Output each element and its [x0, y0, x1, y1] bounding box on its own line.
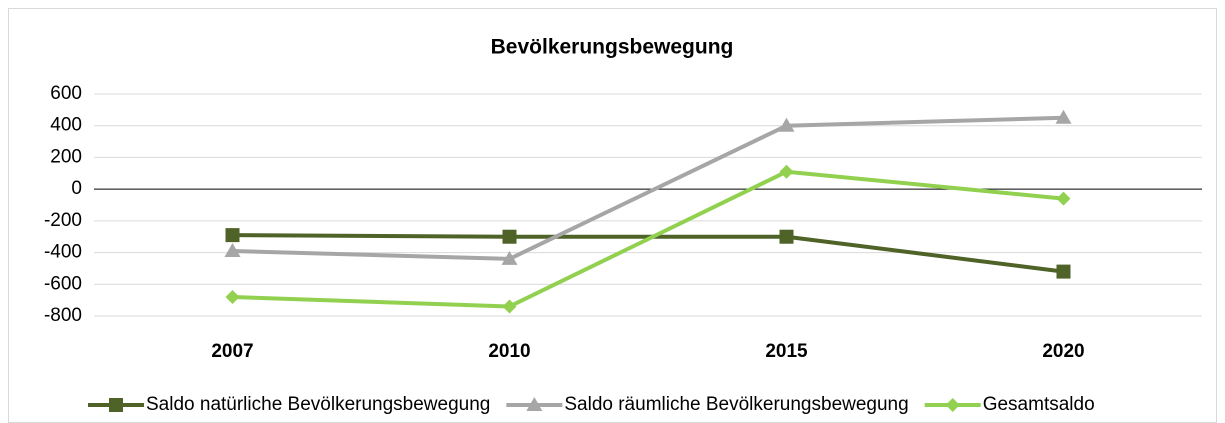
y-tick-label: -800 [44, 305, 82, 326]
chart-title: Bevölkerungsbewegung [491, 36, 734, 59]
data-point [779, 229, 794, 244]
legend-marker [109, 398, 123, 412]
y-tick-label: 600 [50, 83, 82, 104]
data-point [1056, 264, 1071, 279]
data-point [225, 289, 240, 304]
series-line [232, 233, 1064, 274]
legend-label: Saldo natürliche Bevölkerungsbewegung [146, 394, 490, 415]
y-tick-label: -400 [44, 242, 82, 263]
x-tick-label: 2015 [765, 341, 808, 362]
data-point [502, 229, 517, 244]
data-point [502, 299, 517, 314]
data-point [501, 250, 518, 265]
y-tick-label: 0 [71, 178, 82, 199]
data-point [224, 242, 241, 257]
y-tick-label: 400 [50, 115, 82, 136]
x-tick-label: 2007 [211, 341, 253, 362]
data-point [225, 228, 240, 243]
x-tick-label: 2010 [488, 341, 530, 362]
y-tick-label: -600 [44, 273, 82, 294]
x-tick-label: 2020 [1042, 341, 1084, 362]
y-tick-label: 200 [50, 146, 82, 167]
series-line [232, 169, 1064, 309]
chart-frame [8, 8, 1217, 423]
y-tick-label: -200 [44, 210, 82, 231]
legend-label: Gesamtsaldo [983, 394, 1095, 415]
legend-label: Saldo räumliche Bevölkerungsbewegung [564, 394, 908, 415]
data-point [1056, 191, 1071, 206]
data-point [778, 117, 795, 132]
data-point [1055, 109, 1072, 124]
legend-marker [945, 398, 960, 412]
legend-marker [526, 397, 543, 411]
data-point [779, 164, 794, 179]
series-line [232, 115, 1064, 261]
